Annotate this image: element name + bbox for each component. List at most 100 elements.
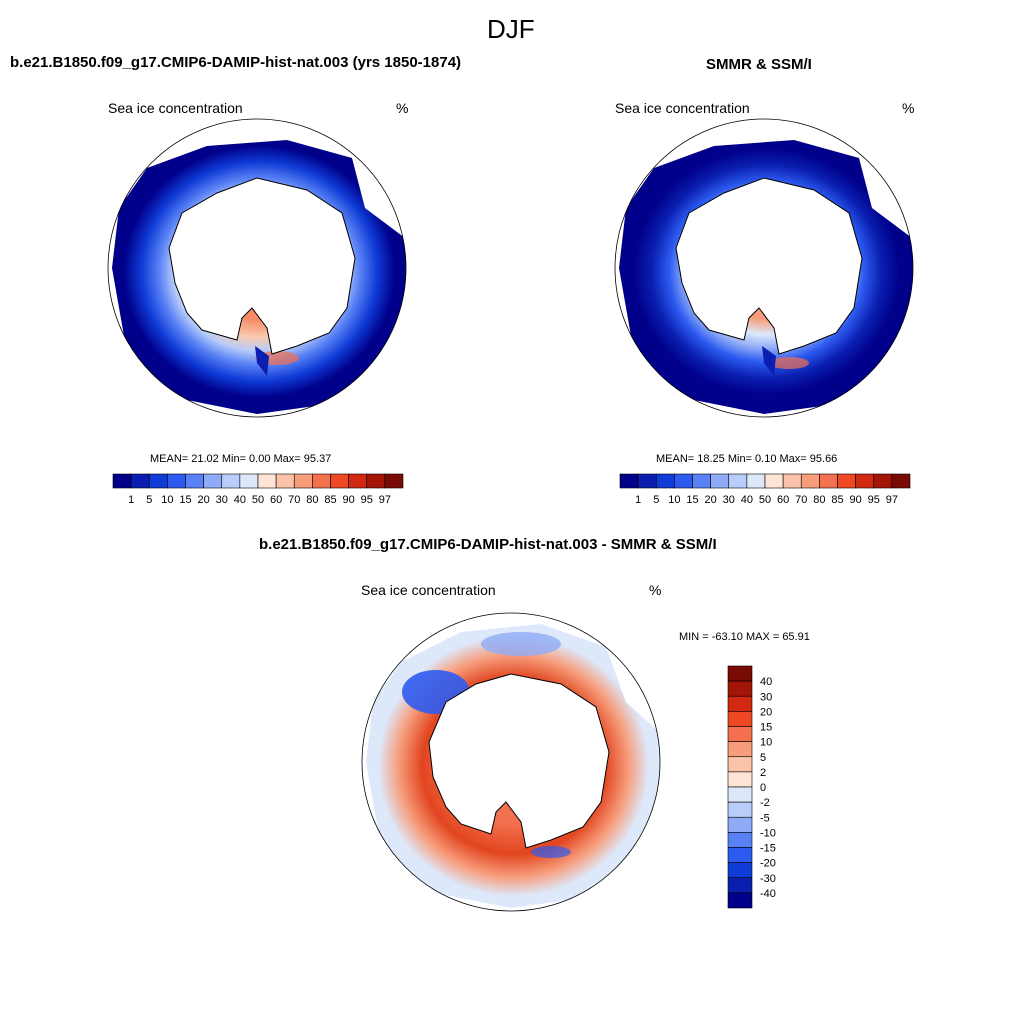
panel3-colorbar-tick-label: 0	[760, 782, 766, 794]
panel3-title: b.e21.B1850.f09_g17.CMIP6-DAMIP-hist-nat…	[259, 536, 717, 553]
panel3-colorbar-tick-label: 40	[760, 676, 772, 688]
panel2-units-label: %	[902, 100, 915, 116]
panel2-colorbar-tick-label: 30	[723, 494, 735, 506]
panel3-colorbar-swatch	[727, 801, 753, 818]
panel2-colorbar-swatch	[619, 473, 639, 489]
panel1-colorbar-tick-label: 70	[288, 494, 300, 506]
panel2-colorbar-swatch	[855, 473, 875, 489]
panel1-colorbar-swatch	[293, 473, 313, 489]
panel2-field-label: Sea ice concentration	[615, 100, 750, 116]
panel3-units-label: %	[649, 582, 662, 598]
panel3-colorbar-swatch	[727, 847, 753, 863]
panel3-colorbar-tick-label: -10	[760, 827, 776, 839]
panel1-colorbar-swatch	[130, 473, 150, 489]
panel1-colorbar-tick-label: 30	[216, 494, 228, 506]
panel1-colorbar-tick-label: 90	[343, 494, 355, 506]
panel3-colorbar-swatch	[727, 892, 753, 909]
panel2-colorbar-tick-label: 90	[850, 494, 862, 506]
panel1-colorbar-swatch	[112, 473, 132, 489]
panel2-colorbar-tick-label: 20	[705, 494, 717, 506]
panel1-field-label: Sea ice concentration	[108, 100, 243, 116]
panel2-colorbar-swatch	[891, 473, 911, 489]
panel3-colorbar-swatch	[727, 786, 753, 803]
panel3-colorbar-swatch	[727, 680, 753, 697]
panel2-colorbar-swatch	[819, 473, 838, 489]
panel2-colorbar-tick-label: 60	[777, 494, 789, 506]
panel2-colorbar-tick-label: 1	[635, 494, 641, 506]
panel3-colorbar-tick-label: 2	[760, 767, 766, 779]
panel3-colorbar-swatch	[727, 741, 753, 758]
panel3-colorbar-swatch	[727, 877, 753, 894]
panel2-colorbar-swatch	[710, 473, 730, 489]
panel1-colorbar-swatch	[348, 473, 368, 489]
panel1-colorbar-tick-label: 10	[161, 494, 173, 506]
panel2-colorbar-swatch	[764, 473, 784, 489]
panel1-colorbar-tick-label: 40	[234, 494, 246, 506]
panel3-colorbar-tick-label: 30	[760, 691, 772, 703]
panel1-colorbar-tick-label: 15	[179, 494, 191, 506]
panel3-colorbar-tick-label: 20	[760, 706, 772, 718]
panel1-colorbar-tick-label: 80	[306, 494, 318, 506]
panel2-colorbar-tick-label: 95	[868, 494, 880, 506]
main-title: DJF	[487, 14, 535, 44]
panel3-colorbar-swatch	[727, 771, 753, 788]
panel1-colorbar-tick-label: 1	[128, 494, 134, 506]
panel2-colorbar-tick-label: 15	[686, 494, 698, 506]
panel2-colorbar-tick-label: 70	[795, 494, 807, 506]
panel1-colorbar-tick-label: 95	[361, 494, 373, 506]
panel2-colorbar-tick-label: 97	[886, 494, 898, 506]
panel1-colorbar: 1 5 10 15 20 30 40 50 60 70 80 85 90 95 97	[112, 473, 404, 506]
panel3-field-label: Sea ice concentration	[361, 582, 496, 598]
panel1-colorbar-swatch	[384, 473, 404, 489]
panel2-colorbar-swatch	[655, 473, 675, 489]
panel1-colorbar-swatch	[239, 473, 259, 489]
panel1-colorbar-swatch	[257, 473, 277, 489]
panel3-colorbar-tick-label: -15	[760, 843, 776, 855]
panel1-title: b.e21.B1850.f09_g17.CMIP6-DAMIP-hist-nat…	[10, 54, 462, 71]
panel1-colorbar-swatch	[148, 473, 168, 489]
panel1-colorbar-swatch	[312, 473, 331, 489]
panel2-colorbar-swatch	[873, 473, 893, 489]
panel1-colorbar-swatch	[185, 473, 204, 489]
panel2-colorbar-swatch	[637, 473, 657, 489]
panel3-colorbar-swatch	[727, 862, 753, 879]
panel2-title: SMMR & SSM/I	[706, 56, 812, 73]
panel3-colorbar-swatch	[727, 726, 753, 742]
panel1-colorbar-swatch	[221, 473, 241, 489]
panel2-colorbar-tick-label: 10	[668, 494, 680, 506]
panel1-colorbar-tick-label: 97	[379, 494, 391, 506]
panel3-minmax: MIN = -63.10 MAX = 65.91	[679, 631, 810, 643]
panel3-colorbar-tick-label: 15	[760, 722, 772, 734]
panel3-colorbar-swatch	[727, 665, 753, 682]
panel2-colorbar-tick-label: 50	[759, 494, 771, 506]
panel2-colorbar-tick-label: 5	[653, 494, 659, 506]
panel3-colorbar-tick-label: -40	[760, 888, 776, 900]
panel1-colorbar-swatch	[203, 473, 223, 489]
panel1-colorbar-tick-label: 20	[198, 494, 210, 506]
panel3-colorbar-swatch	[727, 816, 753, 833]
panel1-colorbar-tick-label: 50	[252, 494, 264, 506]
panel1-units-label: %	[396, 100, 409, 116]
panel3-colorbar-swatch	[727, 756, 753, 773]
panel3-colorbar-swatch	[727, 695, 753, 712]
panel2-colorbar-swatch	[837, 473, 856, 489]
panel1-colorbar-tick-label: 60	[270, 494, 282, 506]
panel1-colorbar-tick-label: 85	[324, 494, 336, 506]
panel2-colorbar-tick-label: 40	[741, 494, 753, 506]
panel1-colorbar-swatch	[167, 473, 186, 489]
panel3-colorbar-tick-label: -30	[760, 873, 776, 885]
panel3-colorbar-swatch	[727, 711, 753, 727]
panel3-colorbar-tick-label: 10	[760, 737, 772, 749]
panel1-colorbar-tick-label: 5	[146, 494, 152, 506]
panel1-stats: MEAN= 21.02 Min= 0.00 Max= 95.37	[150, 453, 332, 465]
panel2-colorbar-swatch	[782, 473, 802, 489]
panel3-map	[361, 612, 661, 912]
panel2-colorbar-tick-label: 80	[813, 494, 825, 506]
panel3-colorbar-tick-label: -5	[760, 812, 770, 824]
panel2-stats: MEAN= 18.25 Min= 0.10 Max= 95.66	[656, 453, 838, 465]
panel2-colorbar-swatch	[728, 473, 748, 489]
panel1-map	[107, 118, 407, 418]
panel2-colorbar-tick-label: 85	[831, 494, 843, 506]
panel1-colorbar-swatch	[330, 473, 349, 489]
